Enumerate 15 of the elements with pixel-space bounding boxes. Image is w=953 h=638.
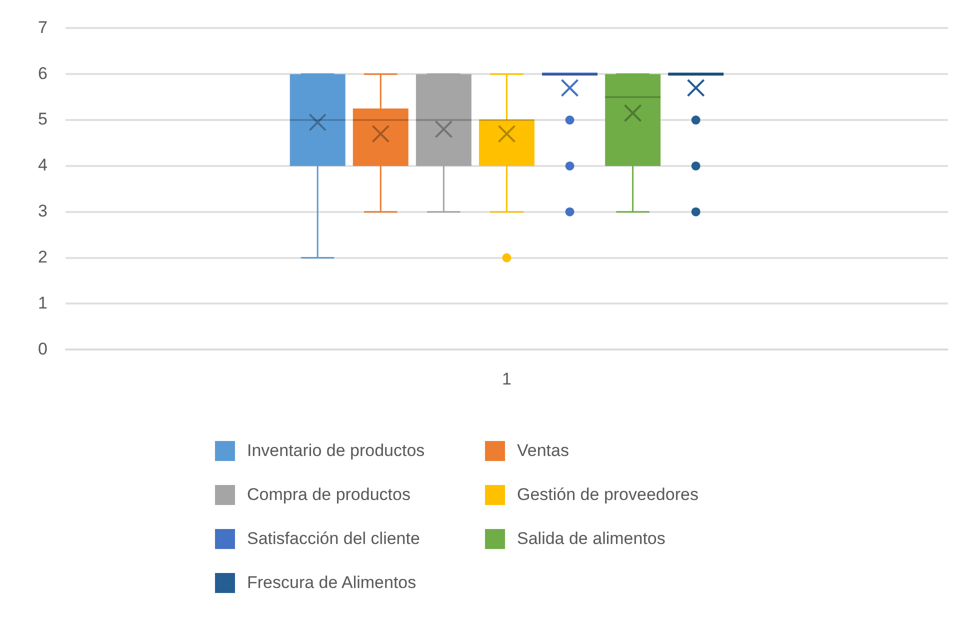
legend-label: Ventas bbox=[517, 441, 569, 461]
y-tick-label: 1 bbox=[38, 293, 48, 312]
y-tick-label: 3 bbox=[38, 202, 48, 221]
y-tick-label: 5 bbox=[38, 110, 48, 129]
legend-label: Satisfacción del cliente bbox=[247, 529, 420, 549]
y-tick-label: 7 bbox=[38, 18, 48, 37]
legend-label: Frescura de Alimentos bbox=[247, 573, 416, 593]
legend-label: Gestión de proveedores bbox=[517, 485, 698, 505]
legend-label: Compra de productos bbox=[247, 485, 410, 505]
y-tick-label: 0 bbox=[38, 339, 48, 358]
legend-label: Inventario de productos bbox=[247, 441, 425, 461]
y-tick-label: 4 bbox=[38, 156, 48, 175]
legend-label: Salida de alimentos bbox=[517, 529, 666, 549]
y-tick-label: 2 bbox=[38, 247, 48, 266]
y-tick-label: 6 bbox=[38, 64, 48, 83]
